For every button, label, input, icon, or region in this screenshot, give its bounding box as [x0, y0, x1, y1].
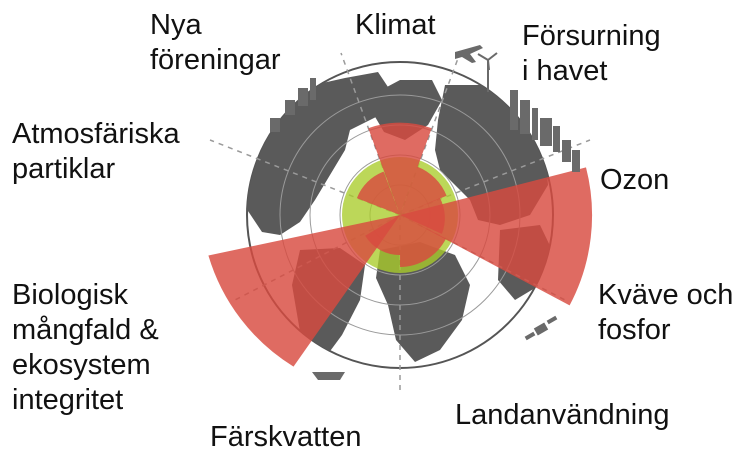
wedge-kvave-fosfor [400, 167, 593, 306]
label-klimat: Klimat [355, 8, 436, 43]
label-forsurning-line1: Försurning [522, 20, 661, 52]
label-biologisk-line3: ekosystem [12, 349, 151, 381]
factory-silhouette [270, 78, 316, 132]
label-biologisk-line2: mångfald & [12, 314, 159, 346]
label-atmosfariska-line2: partiklar [12, 153, 116, 185]
label-kvave-line1: Kväve och [598, 279, 734, 311]
label-atmosfariska: Atmosfäriska partiklar [12, 117, 180, 187]
label-nya-line1: Nya [150, 9, 202, 41]
wedge-biologisk [208, 215, 400, 367]
wedge-klimat [368, 122, 432, 215]
label-farskvatten: Färskvatten [210, 420, 362, 455]
wedge-landanvandning [400, 215, 446, 267]
label-biologisk-line1: Biologisk [12, 279, 129, 311]
label-farskvatten-text: Färskvatten [210, 421, 362, 453]
label-biologisk: Biologisk mångfald & ekosystem integrite… [12, 278, 159, 418]
label-kvave-line2: fosfor [598, 314, 671, 346]
airplane-icon [455, 45, 483, 63]
label-forsurning: Försurning i havet [522, 19, 661, 89]
label-biologisk-line4: integritet [12, 384, 124, 416]
label-landanvandning: Landanvändning [455, 398, 669, 433]
satellite-icon [524, 315, 558, 341]
label-ozon: Ozon [600, 163, 669, 198]
label-klimat-text: Klimat [355, 9, 436, 41]
wedge-farskvatten [365, 215, 400, 256]
label-nya-line2: föreningar [150, 44, 281, 76]
label-forsurning-line2: i havet [522, 55, 608, 87]
wedge-ozon [400, 198, 445, 234]
label-landanvandning-text: Landanvändning [455, 399, 670, 431]
label-atmosfariska-line1: Atmosfäriska [12, 118, 180, 150]
wedge-forsurning [400, 166, 447, 215]
label-ozon-text: Ozon [600, 164, 670, 196]
label-kvave-fosfor: Kväve och fosfor [598, 278, 733, 348]
city-skyline-icon [510, 90, 580, 172]
wedge-atmosfariska [356, 171, 400, 215]
horizon-silhouettes [270, 45, 580, 380]
boundary-wedges [208, 122, 593, 367]
label-nya-foreningar: Nya föreningar [150, 8, 281, 78]
wind-turbine-icon [477, 52, 498, 92]
ship-icon [312, 372, 345, 380]
